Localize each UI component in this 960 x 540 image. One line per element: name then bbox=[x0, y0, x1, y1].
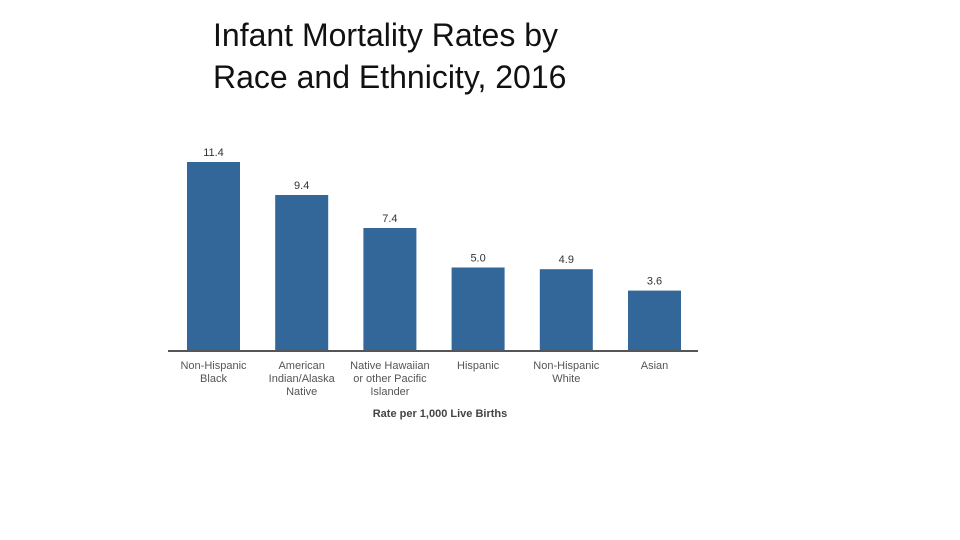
x-tick-label-1: American Indian/Alaska Native bbox=[269, 360, 336, 398]
data-label-3: 5.0 bbox=[470, 253, 485, 265]
bar-3 bbox=[451, 267, 505, 350]
x-tick-label-4-line-1: White bbox=[552, 373, 580, 385]
x-tick-label-0: Non-Hispanic Black bbox=[180, 360, 247, 385]
x-tick-label-0-line-0: Non-Hispanic bbox=[180, 360, 247, 372]
x-tick-label-2: Native Hawaiian or other Pacific Islander bbox=[350, 360, 429, 398]
data-label-0: 11.4 bbox=[203, 147, 224, 159]
x-tick-label-0-line-1: Black bbox=[200, 373, 227, 385]
bar-0 bbox=[187, 162, 240, 350]
bar-5 bbox=[628, 290, 681, 350]
data-label-4: 4.9 bbox=[559, 254, 574, 266]
x-tick-label-3-line-0: Hispanic bbox=[457, 360, 500, 372]
slide-title: Infant Mortality Rates by Race and Ethni… bbox=[213, 14, 813, 98]
x-tick-label-5-line-0: Asian bbox=[641, 360, 669, 372]
x-tick-label-5: Asian bbox=[641, 360, 669, 372]
x-tick-label-2-line-2: Islander bbox=[370, 386, 409, 398]
x-tick-label-2-line-1: or other Pacific bbox=[353, 373, 427, 385]
x-tick-label-4: Non-Hispanic White bbox=[533, 360, 600, 385]
slide-title-line-2: Race and Ethnicity, 2016 bbox=[213, 59, 567, 95]
bar-2 bbox=[363, 228, 417, 350]
data-label-5: 3.6 bbox=[647, 276, 662, 288]
x-tick-label-3: Hispanic bbox=[457, 360, 500, 372]
data-label-2: 7.4 bbox=[382, 213, 397, 225]
bar-4 bbox=[539, 269, 593, 350]
x-tick-label-1-line-2: Native bbox=[286, 386, 317, 398]
x-axis-title: Rate per 1,000 Live Births bbox=[373, 408, 508, 420]
x-tick-label-1-line-0: American bbox=[278, 360, 324, 372]
x-tick-label-2-line-0: Native Hawaiian bbox=[350, 360, 429, 372]
x-tick-label-4-line-0: Non-Hispanic bbox=[533, 360, 600, 372]
slide-title-line-1: Infant Mortality Rates by bbox=[213, 17, 559, 53]
x-tick-label-1-line-1: Indian/Alaska bbox=[269, 373, 336, 385]
bar-1 bbox=[275, 195, 329, 350]
data-label-1: 9.4 bbox=[294, 180, 309, 192]
